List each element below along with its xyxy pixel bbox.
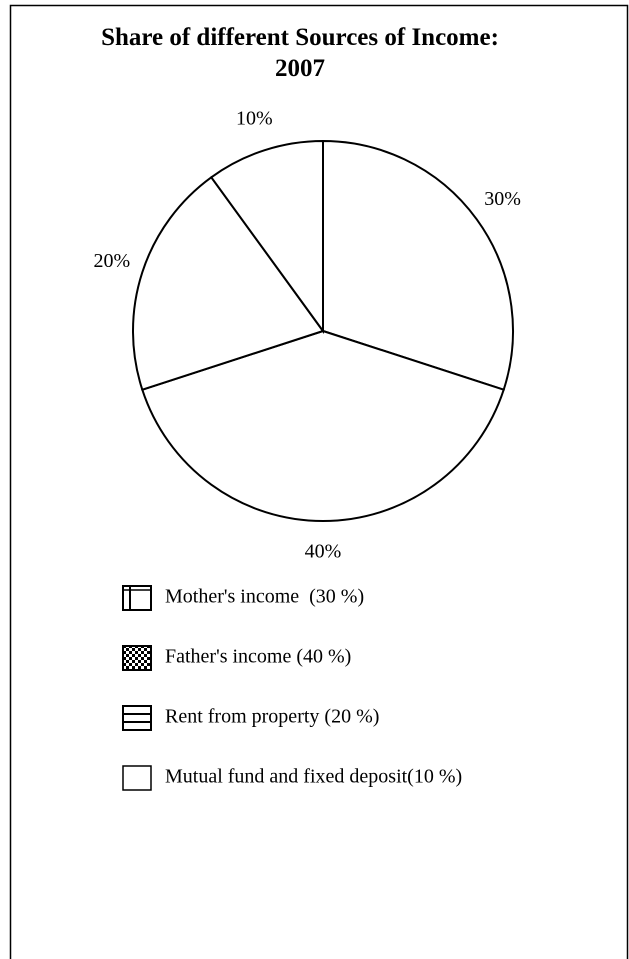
pie-slice: [132, 175, 325, 391]
legend-swatch: [122, 645, 152, 671]
legend-label: Mother's income (30 %): [165, 586, 364, 608]
slice-label: 20%: [94, 250, 131, 272]
legend-swatch: [122, 705, 152, 731]
frame: [9, 4, 629, 959]
legend-label: Mutual fund and fixed deposit(10 %): [165, 766, 462, 788]
slice-label: 40%: [305, 541, 342, 563]
legend-label: Rent from property (20 %): [165, 706, 379, 728]
legend-label: Father's income (40 %): [165, 646, 351, 668]
slice-label: 30%: [484, 188, 521, 210]
pie-slice: [322, 139, 514, 391]
slice-label: 10%: [236, 107, 273, 129]
chart-title: Share of different Sources of Income: 20…: [101, 24, 499, 82]
pie-slice: [209, 139, 324, 335]
legend-swatch: [122, 765, 152, 791]
pie-slice: [141, 329, 505, 523]
